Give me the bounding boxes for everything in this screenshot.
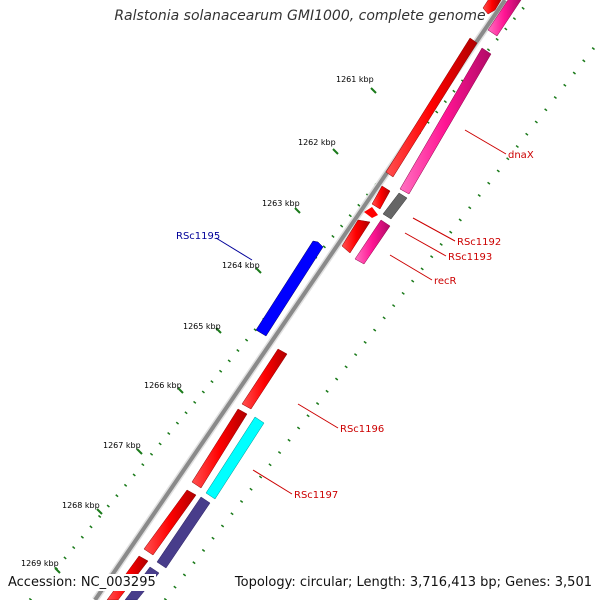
gene-label-rsc1196[interactable]: RSc1196 (340, 424, 384, 435)
genome-summary-text: Topology: circular; Length: 3,716,413 bp… (234, 574, 592, 591)
cds-small-red[interactable] (364, 207, 378, 218)
cds-pink-top[interactable] (487, 0, 522, 37)
gene-labels: dnaX RSc1192 RSc1193 recR RSc1195 RSc119… (176, 150, 534, 501)
tick-label-1261: 1261 kbp (336, 75, 374, 84)
accession-text: Accession: NC_003295 (8, 574, 156, 591)
map-title: Ralstonia solanacearum GMI1000, complete… (114, 8, 486, 24)
cds-lower-red[interactable] (143, 489, 197, 556)
tick-label-1268: 1268 kbp (62, 501, 100, 510)
gene-label-dnaX[interactable]: dnaX (508, 150, 534, 161)
inner-features (255, 240, 324, 337)
tick-label-1269: 1269 kbp (21, 559, 59, 568)
gene-label-recR[interactable]: recR (434, 276, 457, 287)
reverse-strand-features (124, 0, 522, 600)
gene-label-rsc1197[interactable]: RSc1197 (294, 490, 338, 501)
tick-label-1262: 1262 kbp (298, 138, 336, 147)
cds-dnaX[interactable] (385, 37, 478, 178)
cds-cyan[interactable] (205, 416, 265, 500)
label-leaders (215, 129, 507, 495)
gene-label-rsc1195[interactable]: RSc1195 (176, 231, 220, 242)
gene-label-rsc1193[interactable]: RSc1193 (448, 252, 492, 263)
tick-label-1267: 1267 kbp (103, 441, 141, 450)
cds-rsc1195[interactable] (255, 240, 324, 337)
cds-slate[interactable] (156, 496, 211, 569)
cds-rsc1197-fwd[interactable] (191, 408, 248, 489)
ruler-ticks (54, 87, 377, 574)
gc-track-inner (163, 39, 600, 600)
tick-label-1265: 1265 kbp (183, 322, 221, 331)
tick-label-1264: 1264 kbp (222, 261, 260, 270)
cds-pink-recR[interactable] (354, 219, 391, 265)
cds-top-red[interactable] (482, 0, 502, 15)
cds-pink-dnaX[interactable] (399, 47, 492, 195)
cds-rsc1192[interactable] (371, 185, 391, 210)
cds-gray[interactable] (382, 192, 408, 220)
cds-rsc1196[interactable] (241, 348, 288, 410)
cds-rsc1193[interactable] (341, 219, 371, 254)
gene-label-rsc1192[interactable]: RSc1192 (457, 237, 501, 248)
ruler-tick-labels: 1261 kbp 1262 kbp 1263 kbp 1264 kbp 1265… (21, 75, 374, 568)
tick-label-1266: 1266 kbp (144, 381, 182, 390)
tick-label-1263: 1263 kbp (262, 199, 300, 208)
